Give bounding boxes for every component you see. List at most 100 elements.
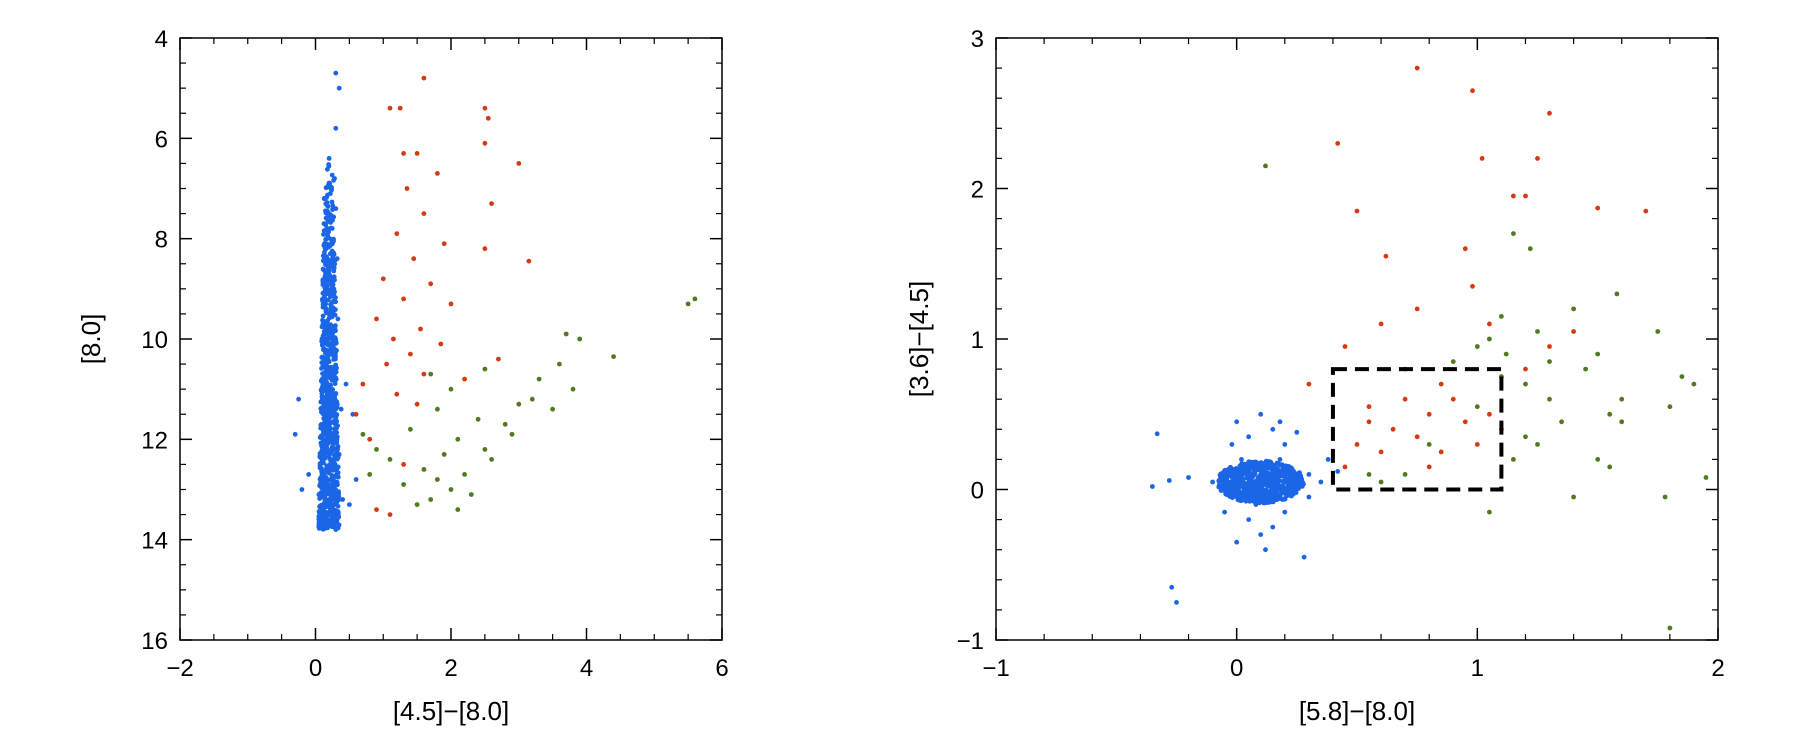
data-point: [1462, 419, 1468, 425]
data-point: [1679, 374, 1685, 379]
data-point: [1282, 442, 1288, 447]
data-point: [435, 477, 440, 482]
data-point: [330, 496, 336, 502]
data-point: [536, 376, 542, 382]
data-point: [1354, 208, 1360, 214]
data-point: [418, 326, 423, 332]
data-point: [1306, 494, 1312, 500]
data-point: [1234, 419, 1240, 425]
data-point: [328, 365, 333, 370]
data-point: [1523, 366, 1528, 372]
data-point: [1257, 464, 1263, 470]
data-point: [1470, 283, 1475, 289]
data-point: [350, 411, 356, 417]
data-point: [1547, 110, 1552, 116]
data-point: [334, 348, 339, 353]
data-point: [526, 258, 532, 264]
y-tick-label: 1: [971, 327, 984, 354]
data-point: [611, 354, 616, 359]
data-point: [441, 452, 447, 457]
data-point: [330, 387, 336, 392]
data-point: [475, 416, 481, 422]
data-point: [1414, 434, 1420, 440]
data-point: [353, 411, 359, 417]
data-point: [335, 509, 341, 514]
data-point: [1250, 460, 1255, 465]
data-point: [322, 363, 327, 369]
x-tick-label: 6: [715, 655, 728, 682]
data-point: [343, 381, 349, 387]
data-point: [1318, 479, 1324, 485]
data-point: [1438, 381, 1444, 387]
data-point: [489, 457, 494, 462]
data-point: [1571, 329, 1576, 334]
data-point: [324, 447, 330, 453]
data-point: [1241, 483, 1247, 489]
data-point: [1169, 584, 1175, 590]
data-point: [468, 492, 474, 497]
data-point: [1229, 472, 1234, 478]
x-tick-label: 0: [309, 655, 322, 682]
data-point: [1487, 509, 1492, 515]
data-point: [1487, 411, 1492, 417]
left-scatter-plot: −2 0 2 4 6 4 6 8 10 12 14 16 [4.5]−[8.0] [8.0]: [76, 26, 729, 726]
data-point: [428, 281, 434, 287]
data-point: [1487, 336, 1492, 342]
y-axis-label: [8.0]: [76, 314, 106, 365]
data-point: [397, 105, 403, 111]
data-point: [1246, 517, 1252, 522]
data-point: [1258, 411, 1264, 417]
data-point: [448, 487, 454, 492]
data-point: [1229, 485, 1235, 490]
data-point: [485, 115, 491, 121]
data-point: [322, 281, 328, 286]
plot-frame: [995, 37, 1719, 641]
data-point: [1243, 462, 1249, 468]
data-point: [319, 405, 325, 410]
y-tick-label: 6: [155, 126, 168, 153]
data-point: [387, 105, 393, 111]
data-point: [1273, 481, 1278, 487]
data-point: [1280, 483, 1286, 489]
data-point: [335, 525, 341, 531]
data-point: [328, 449, 334, 455]
data-point: [1470, 88, 1475, 94]
data-point: [320, 333, 326, 339]
y-axis-label: [3.6]−[4.5]: [904, 281, 934, 397]
data-point: [326, 235, 332, 241]
data-point: [1242, 468, 1247, 473]
data-point: [330, 254, 336, 260]
data-point: [321, 232, 326, 237]
data-point: [1229, 442, 1235, 447]
data-point: [1559, 419, 1564, 425]
data-point: [320, 425, 325, 431]
data-point: [1474, 344, 1480, 349]
data-point: [329, 444, 335, 450]
data-point: [322, 442, 328, 448]
data-point: [482, 366, 488, 372]
data-point: [455, 436, 461, 442]
data-point: [1258, 532, 1264, 537]
data-point: [1268, 489, 1274, 494]
data-point: [1253, 459, 1259, 465]
data-point: [441, 241, 447, 247]
data-point: [455, 507, 461, 512]
data-point: [577, 336, 583, 342]
data-point: [516, 161, 522, 166]
data-point: [326, 350, 332, 356]
data-point: [1290, 482, 1296, 488]
data-point: [326, 423, 331, 429]
data-point: [509, 431, 515, 437]
data-point: [321, 437, 327, 443]
data-point: [332, 426, 337, 432]
data-point: [1426, 411, 1432, 417]
data-point: [563, 331, 569, 337]
data-point: [1527, 246, 1533, 252]
data-point: [448, 386, 454, 392]
data-point: [1378, 449, 1384, 455]
y-tick-label: 4: [155, 26, 168, 53]
data-point: [347, 502, 352, 507]
data-point: [1366, 404, 1372, 410]
data-point: [328, 225, 334, 231]
data-point: [328, 500, 333, 505]
